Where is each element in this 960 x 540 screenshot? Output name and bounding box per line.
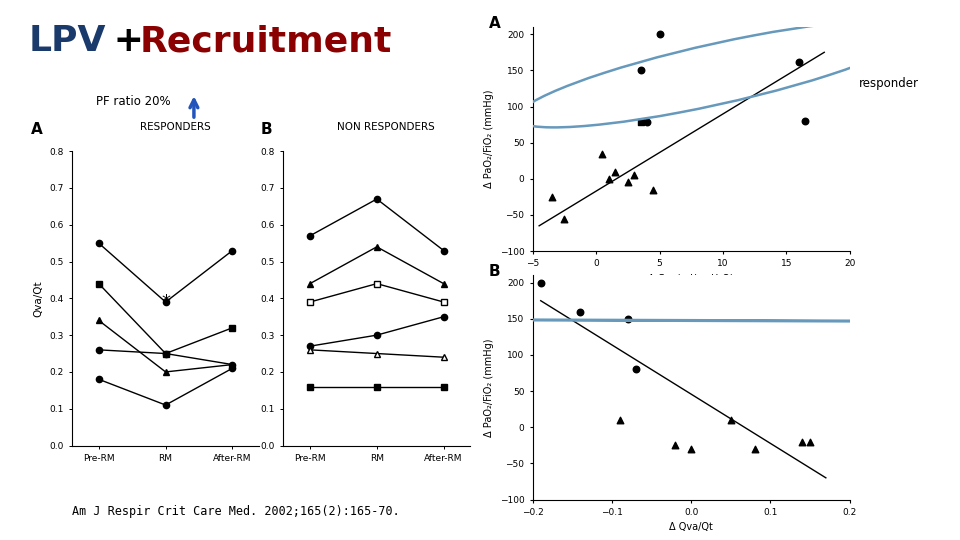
Point [645,185,660,194]
Point [633,66,648,75]
Point [684,444,699,453]
Text: Am J Respir Crit Care Med. 2002;165(2):165-70.: Am J Respir Crit Care Med. 2002;165(2):1… [72,505,399,518]
X-axis label: Δ Crs (ml/cmH₂O): Δ Crs (ml/cmH₂O) [648,274,734,284]
Text: B: B [261,122,273,137]
Text: LPV: LPV [29,24,107,58]
Point [668,441,684,450]
Point [595,149,611,158]
Text: B: B [489,264,500,279]
X-axis label: Δ Qva/Qt: Δ Qva/Qt [669,522,713,532]
Point [620,178,636,187]
Point [633,118,648,127]
Y-axis label: Δ PaO₂/FiO₂ (mmHg): Δ PaO₂/FiO₂ (mmHg) [484,90,494,188]
Point [628,365,643,374]
Point [612,416,628,424]
Text: A: A [31,122,42,137]
Point [795,437,810,446]
Point [652,30,667,38]
Text: NON RESPONDERS: NON RESPONDERS [337,122,435,132]
Point [791,57,806,66]
Y-axis label: Δ PaO₂/FiO₂ (mmHg): Δ PaO₂/FiO₂ (mmHg) [484,338,494,437]
Point [627,171,642,179]
Point [620,314,636,323]
Y-axis label: Qva/Qt: Qva/Qt [34,280,44,316]
Point [572,307,588,316]
Text: +: + [101,24,156,58]
Point [798,117,813,125]
Point [747,444,762,453]
Text: PF ratio 20%: PF ratio 20% [96,95,171,108]
Text: RESPONDERS: RESPONDERS [139,122,210,132]
Text: A: A [489,16,500,31]
Point [803,437,818,446]
Point [608,167,623,176]
Text: Recruitment: Recruitment [139,24,392,58]
Point [557,214,572,223]
Text: *: * [161,293,170,311]
Point [533,278,548,287]
Point [639,118,655,127]
Point [544,193,560,201]
Text: responder: responder [859,77,919,90]
Point [601,174,616,183]
Point [723,416,738,424]
